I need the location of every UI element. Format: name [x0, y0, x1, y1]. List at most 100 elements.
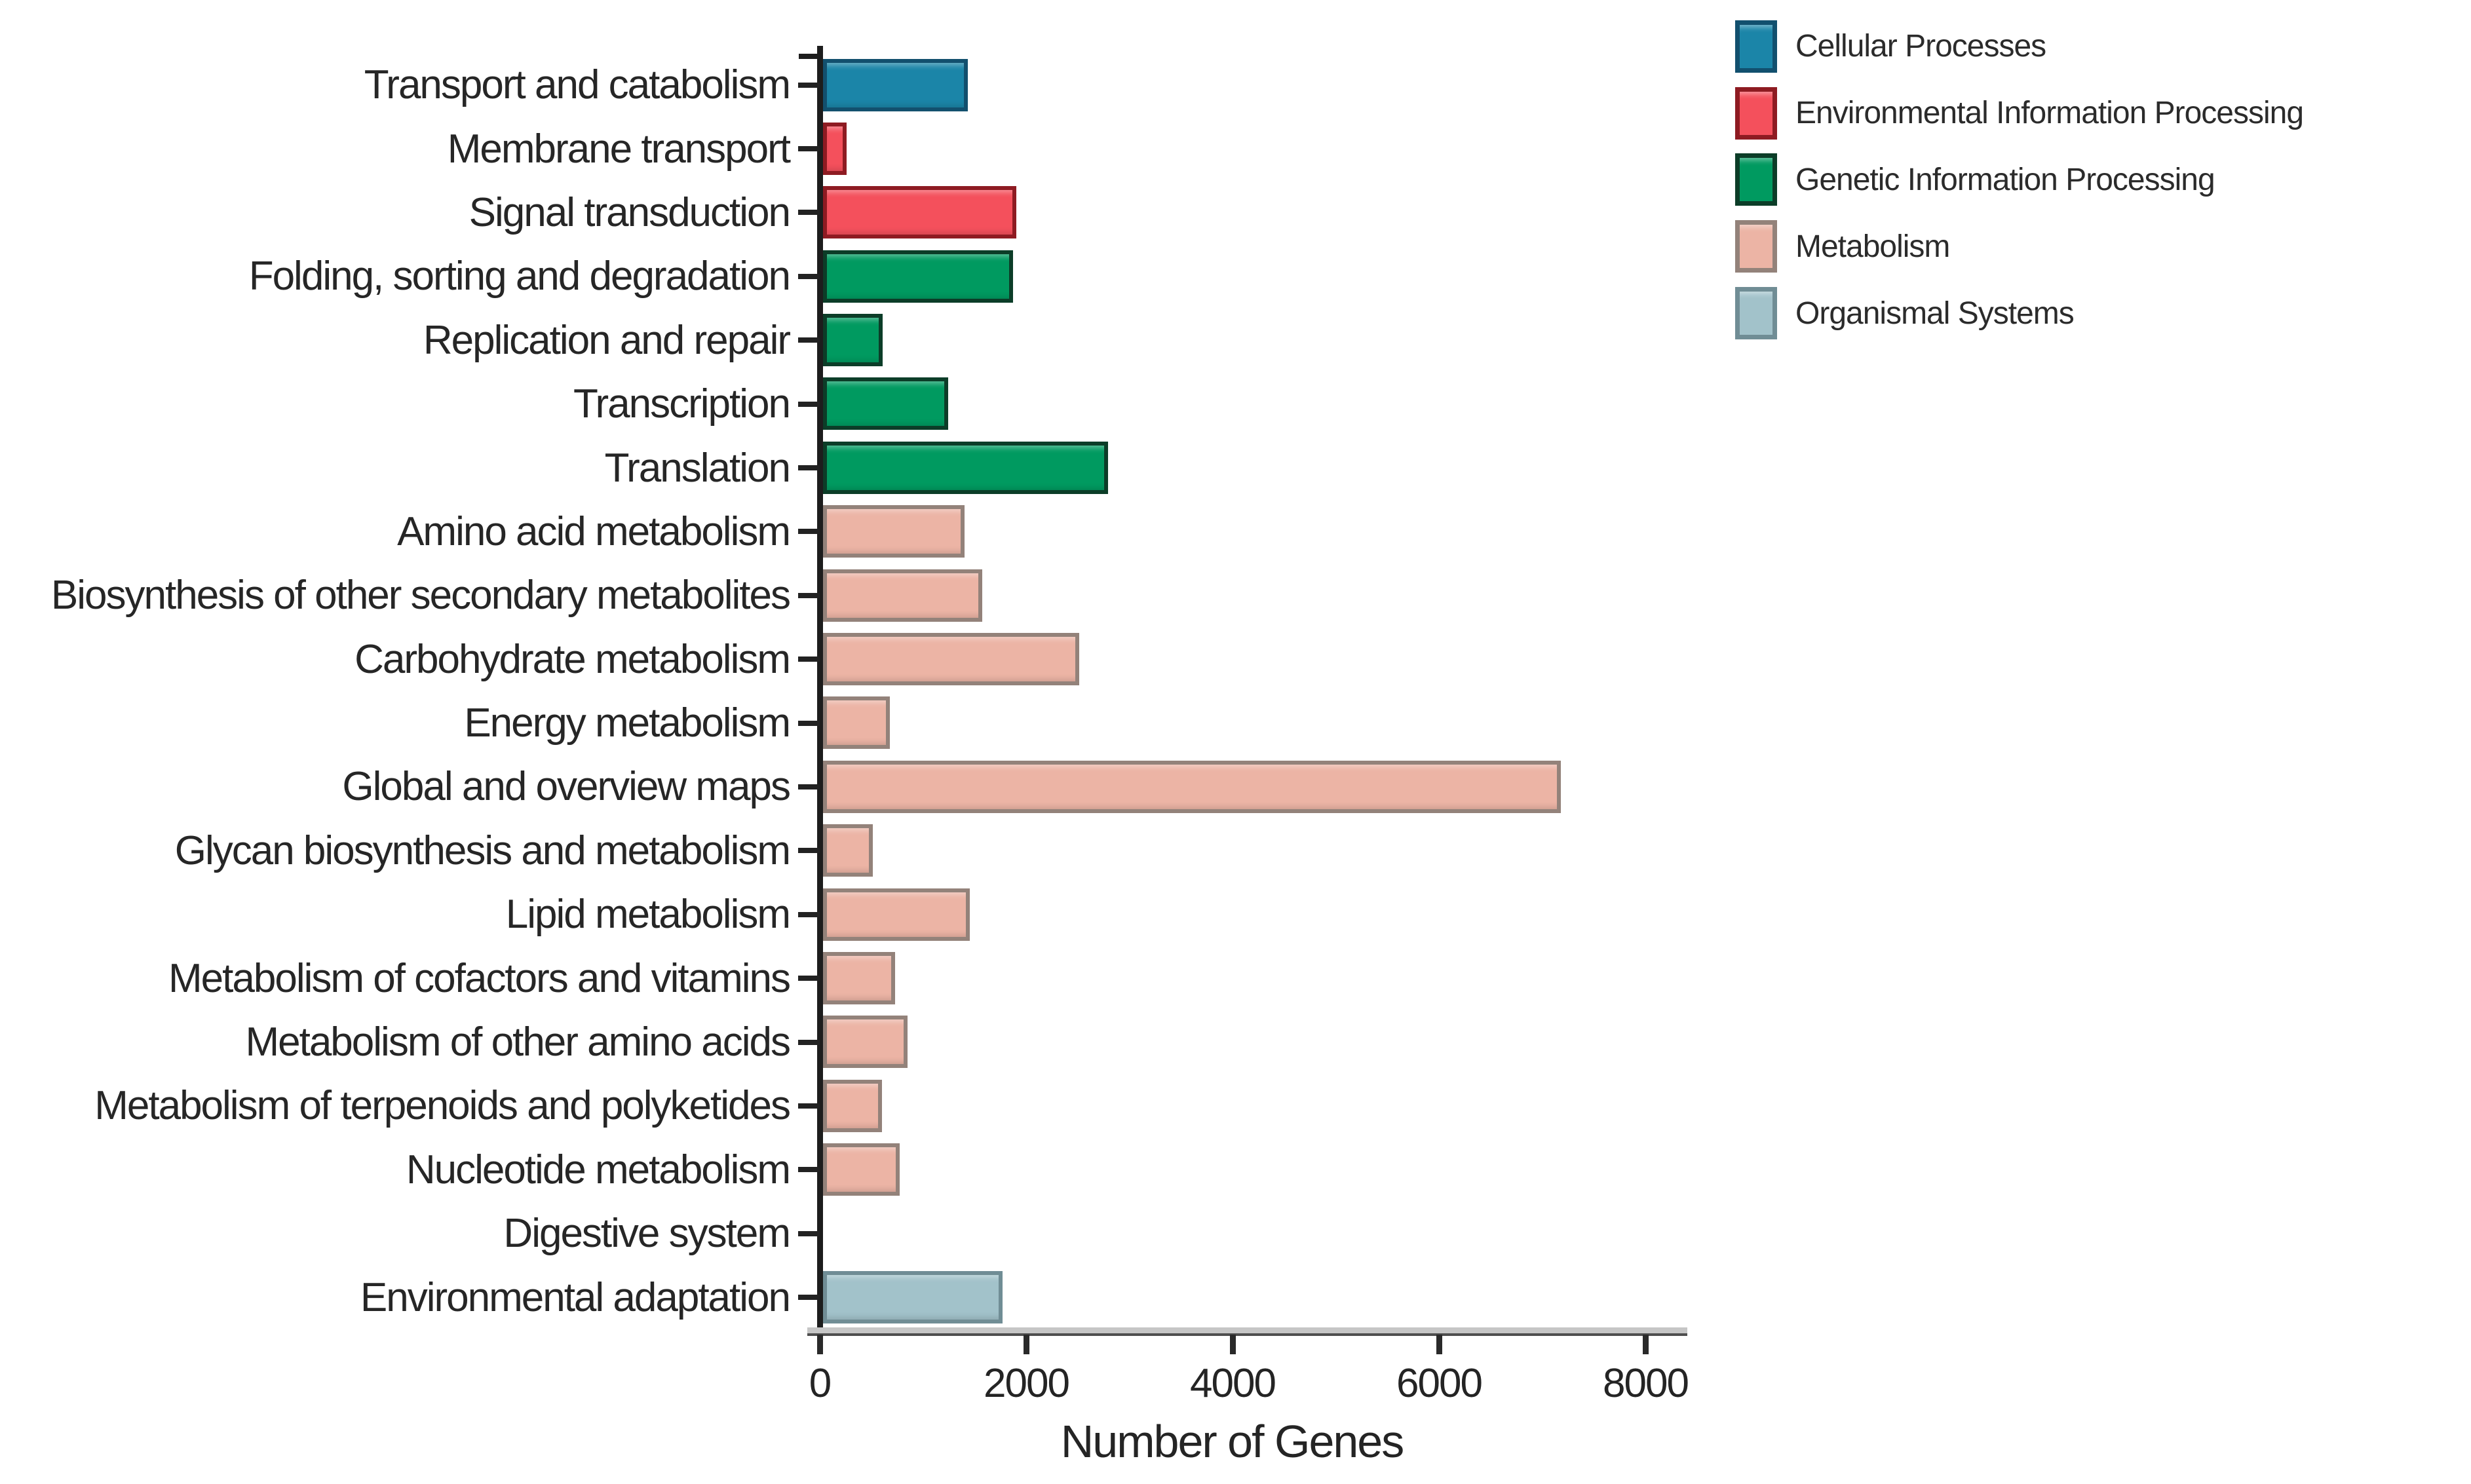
category-label: Digestive system [503, 1211, 791, 1257]
category-label: Global and overview maps [342, 764, 791, 810]
category-label: Metabolism of cofactors and vitamins [168, 955, 791, 1001]
legend-swatch-icon [1735, 20, 1777, 73]
y-axis-end-tick [799, 54, 818, 59]
category-label: Amino acid metabolism [397, 508, 791, 554]
x-axis-tick [1230, 1335, 1236, 1354]
x-axis-line [807, 1327, 1687, 1336]
y-axis-tick [798, 911, 820, 917]
category-row: Glycan biosynthesis and metabolism [0, 819, 2471, 883]
category-row: Transcription [0, 372, 2471, 436]
bar-energy-metabolism [823, 696, 890, 750]
category-row: Digestive system [0, 1202, 2471, 1265]
x-axis-tick [817, 1335, 823, 1354]
x-axis-title: Number of Genes [1060, 1416, 1404, 1467]
y-axis-tick [798, 465, 820, 471]
bar-metabolism-of-other-amino-acids [823, 1016, 908, 1069]
category-label: Transcription [573, 381, 791, 427]
bar-lipid-metabolism [823, 888, 970, 941]
category-label: Replication and repair [423, 317, 791, 363]
legend-row: Organismal Systems [1735, 280, 2303, 347]
category-row: Metabolism of cofactors and vitamins [0, 946, 2471, 1010]
y-axis-tick [798, 1039, 820, 1045]
y-axis-tick [798, 720, 820, 726]
bar-carbohydrate-metabolism [823, 633, 1079, 686]
bar-membrane-transport [823, 122, 847, 175]
category-label: Metabolism of terpenoids and polyketides [94, 1083, 791, 1129]
y-axis-tick [798, 401, 820, 407]
category-row: Metabolism of other amino acids [0, 1010, 2471, 1074]
category-row: Amino acid metabolism [0, 500, 2471, 563]
legend-swatch-icon [1735, 153, 1777, 206]
category-row: Lipid metabolism [0, 883, 2471, 946]
category-label: Metabolism of other amino acids [245, 1019, 791, 1065]
legend-row: Genetic Information Processing [1735, 147, 2303, 214]
x-axis-tick-label: 2000 [984, 1361, 1070, 1406]
bar-transcription [823, 377, 948, 430]
legend-label: Metabolism [1795, 229, 1950, 264]
x-axis-tick-label: 8000 [1603, 1361, 1689, 1406]
bar-metabolism-of-terpenoids-and-polyketides [823, 1079, 882, 1132]
legend-label: Genetic Information Processing [1795, 162, 2215, 197]
x-axis-tick [1436, 1335, 1442, 1354]
category-label: Energy metabolism [464, 700, 791, 746]
category-row: Signal transduction [0, 181, 2471, 244]
category-label: Nucleotide metabolism [406, 1147, 791, 1192]
category-row: Transport and catabolism [0, 53, 2471, 117]
bar-signal-transduction [823, 186, 1016, 239]
category-label: Membrane transport [447, 126, 791, 172]
category-row: Membrane transport [0, 117, 2471, 180]
category-row: Replication and repair [0, 309, 2471, 372]
y-axis-tick [798, 976, 820, 981]
bar-transport-and-catabolism [823, 58, 968, 111]
category-row: Biosynthesis of other secondary metaboli… [0, 563, 2471, 627]
bar-replication-and-repair [823, 314, 883, 367]
x-axis-tick [1643, 1335, 1649, 1354]
category-label: Lipid metabolism [505, 892, 791, 938]
legend-row: Cellular Processes [1735, 13, 2303, 80]
y-axis-tick [798, 1230, 820, 1236]
legend: Cellular Processes Environmental Informat… [1735, 13, 2304, 347]
category-label: Glycan biosynthesis and metabolism [174, 828, 791, 873]
category-row: Translation [0, 436, 2471, 499]
bar-folding-sorting-and-degradation [823, 250, 1013, 303]
bar-environmental-adaptation [823, 1270, 1003, 1323]
x-axis-tick-label: 0 [809, 1361, 832, 1406]
bar-biosynthesis-of-other-secondary-metabolites [823, 569, 982, 622]
legend-row: Metabolism [1735, 213, 2303, 280]
category-row: Nucleotide metabolism [0, 1138, 2471, 1202]
bar-translation [823, 441, 1108, 494]
bar-rows-container: Transport and catabolism Membrane transpo… [0, 53, 2471, 1329]
category-row: Environmental adaptation [0, 1265, 2471, 1329]
category-label: Translation [604, 445, 791, 491]
bar-global-and-overview-maps [823, 760, 1561, 813]
legend-label: Organismal Systems [1795, 295, 2075, 331]
bar-nucleotide-metabolism [823, 1143, 900, 1196]
category-label: Folding, sorting and degradation [248, 254, 791, 299]
legend-swatch-icon [1735, 220, 1777, 273]
category-row: Global and overview maps [0, 755, 2471, 818]
y-axis-tick [798, 210, 820, 216]
x-axis-tick [1024, 1335, 1029, 1354]
y-axis-tick [798, 273, 820, 279]
bar-glycan-biosynthesis-and-metabolism [823, 824, 873, 877]
y-axis-tick [798, 784, 820, 790]
category-label: Signal transduction [469, 189, 791, 235]
y-axis-tick [798, 848, 820, 854]
y-axis-tick [798, 82, 820, 88]
category-label: Biosynthesis of other secondary metaboli… [50, 573, 791, 618]
legend-swatch-icon [1735, 287, 1777, 340]
y-axis-tick [798, 592, 820, 598]
category-row: Folding, sorting and degradation [0, 244, 2471, 308]
y-axis-tick [798, 529, 820, 535]
category-label: Environmental adaptation [360, 1274, 791, 1320]
x-axis-tick-label: 6000 [1396, 1361, 1483, 1406]
y-axis-tick [798, 337, 820, 343]
bar-metabolism-of-cofactors-and-vitamins [823, 951, 895, 1004]
y-axis-tick [798, 656, 820, 662]
legend-label: Environmental Information Processing [1795, 96, 2304, 131]
legend-label: Cellular Processes [1795, 29, 2046, 64]
category-row: Energy metabolism [0, 691, 2471, 755]
bar-amino-acid-metabolism [823, 505, 965, 558]
category-row: Carbohydrate metabolism [0, 628, 2471, 691]
